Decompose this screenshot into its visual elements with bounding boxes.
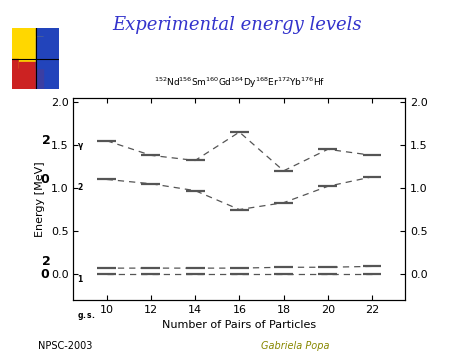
Text: $\mathbf{0}$: $\mathbf{0}$ bbox=[40, 173, 50, 186]
Bar bbox=[36, 28, 59, 59]
Bar bbox=[36, 59, 59, 89]
Text: Gabriela Popa: Gabriela Popa bbox=[261, 342, 329, 351]
Bar bbox=[36, 37, 55, 67]
Text: $^{152}$Nd$^{156}$Sm$^{160}$Gd$^{164}$Dy$^{168}$Er$^{172}$Yb$^{176}$Hf: $^{152}$Nd$^{156}$Sm$^{160}$Gd$^{164}$Dy… bbox=[154, 75, 325, 89]
Bar bbox=[12, 59, 36, 89]
Text: $\mathbf{1}$: $\mathbf{1}$ bbox=[77, 273, 83, 284]
Text: Experimental energy levels: Experimental energy levels bbox=[112, 16, 362, 34]
Text: $\mathbf{\gamma}$: $\mathbf{\gamma}$ bbox=[77, 141, 84, 152]
Text: $\mathbf{0}$: $\mathbf{0}$ bbox=[40, 268, 50, 281]
Bar bbox=[36, 61, 55, 89]
Bar bbox=[12, 28, 36, 59]
Text: $\mathbf{2}$: $\mathbf{2}$ bbox=[77, 181, 83, 192]
Bar bbox=[19, 61, 43, 89]
Text: $\mathbf{2}$: $\mathbf{2}$ bbox=[41, 134, 50, 147]
Y-axis label: Energy [MeV]: Energy [MeV] bbox=[35, 161, 46, 237]
Text: $\mathbf{g.s.}$: $\mathbf{g.s.}$ bbox=[77, 311, 95, 322]
Text: $\mathbf{2}$: $\mathbf{2}$ bbox=[41, 255, 50, 268]
Text: NPSC-2003: NPSC-2003 bbox=[38, 342, 92, 351]
Bar bbox=[19, 37, 43, 67]
X-axis label: Number of Pairs of Particles: Number of Pairs of Particles bbox=[162, 321, 317, 331]
